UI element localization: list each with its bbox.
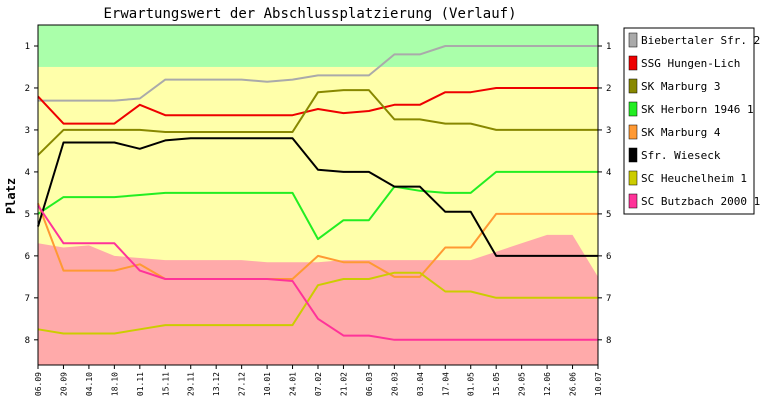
x-tick-label: 17.04: [441, 372, 450, 396]
y-tick-label-left: 2: [25, 84, 30, 94]
y-tick-label-left: 6: [25, 252, 30, 262]
y-tick-label-left: 3: [25, 126, 30, 136]
x-tick-label: 13.12: [212, 372, 221, 396]
y-tick-label-left: 8: [25, 336, 30, 346]
y-tick-label-right: 7: [606, 294, 611, 304]
legend-swatch: [628, 32, 638, 48]
x-tick-label: 04.10: [85, 372, 94, 396]
y-tick-label-right: 5: [606, 210, 611, 220]
risk-band-area: [38, 234, 598, 365]
x-tick-label: 15.05: [492, 372, 501, 396]
chart-title: Erwartungswert der Abschlussplatzierung …: [103, 6, 516, 22]
x-tick-label: 29.11: [187, 372, 196, 396]
series-line-5: [37, 137, 598, 257]
x-tick-label: 01.11: [136, 372, 145, 396]
x-tick-label: 20.03: [390, 372, 399, 396]
legend-label: SK Herborn 1946 1: [641, 103, 754, 116]
y-tick-label-left: 5: [25, 210, 30, 220]
legend-swatch: [628, 170, 638, 186]
legend-box: [623, 27, 755, 215]
series-line-7: [37, 204, 598, 341]
x-tick-label: 10.01: [263, 372, 272, 396]
series-line-3: [37, 170, 598, 241]
x-tick-label: 06.09: [34, 372, 43, 396]
series-layer: [37, 45, 598, 341]
legend-swatch: [628, 147, 638, 163]
legend-swatch: [628, 55, 638, 71]
x-tick-label: 01.05: [467, 372, 476, 396]
y-tick-label-left: 4: [25, 168, 30, 178]
legend: Biebertaler Sfr. 2 SSG Hungen-Lich SK Marb…: [623, 27, 760, 215]
series-line-4: [37, 203, 598, 280]
legend-label: SC Heuchelheim 1: [641, 172, 747, 185]
legend-label: SC Butzbach 2000 1: [641, 195, 760, 208]
x-tick-label: 06.03: [365, 372, 374, 396]
y-tick-label-right: 6: [606, 252, 611, 262]
x-tick-label: 18.10: [110, 372, 119, 396]
legend-swatch: [628, 101, 638, 117]
x-tick-label: 12.06: [543, 372, 552, 396]
y-tick-label-left: 1: [25, 42, 30, 52]
x-tick-label: 21.02: [339, 372, 348, 396]
y-tick-label-left: 7: [25, 294, 30, 304]
series-line-2: [37, 89, 598, 156]
legend-label: Biebertaler Sfr. 2: [641, 34, 760, 47]
legend-swatch: [628, 193, 638, 209]
x-tick-label: 10.07: [594, 372, 603, 396]
y-tick-label-right: 3: [606, 126, 611, 136]
x-tick-label: 24.01: [289, 372, 298, 396]
legend-label: SSG Hungen-Lich: [641, 57, 740, 70]
x-tick-label: 03.04: [416, 372, 425, 396]
x-tick-label: 15.11: [161, 372, 170, 396]
y-tick-label-right: 2: [606, 84, 611, 94]
x-tick-label: 20.09: [59, 372, 68, 396]
series-line-0: [38, 45, 598, 102]
risk-band-layer: [38, 234, 598, 365]
x-tick-label: 07.02: [314, 372, 323, 396]
axes-layer: 1 1 2 2 3 3 4 4 5 5 6 6 7 7 8 8 06.09 20.09 04.10 18.10 01.1…: [25, 24, 611, 396]
legend-label: Sfr. Wieseck: [641, 149, 721, 162]
legend-swatch: [628, 78, 638, 94]
y-tick-label-right: 1: [606, 42, 611, 52]
x-tick-label: 29.05: [518, 372, 527, 396]
legend-label: SK Marburg 4: [641, 126, 721, 139]
x-tick-label: 26.06: [569, 372, 578, 396]
y-tick-label-right: 8: [606, 336, 611, 346]
y-tick-label-right: 4: [606, 168, 611, 178]
x-tick-label: 27.12: [238, 372, 247, 396]
series-line-6: [37, 271, 598, 335]
series-line-1: [37, 87, 598, 125]
legend-swatch: [628, 124, 638, 140]
y-axis-label: Platz: [4, 178, 18, 214]
legend-label: SK Marburg 3: [641, 80, 720, 93]
